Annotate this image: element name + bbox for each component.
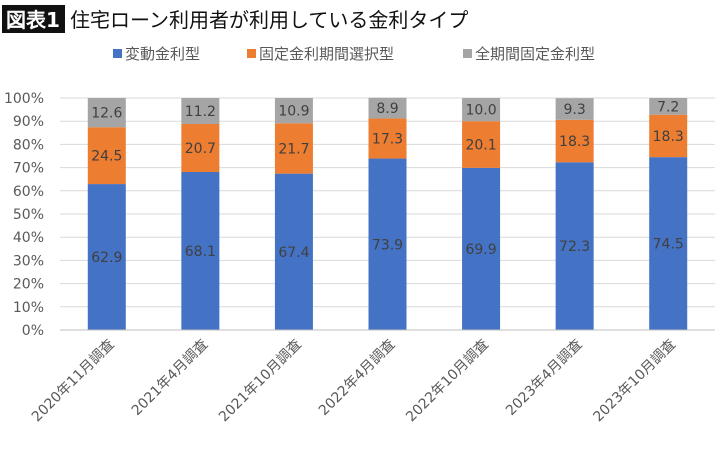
data-label: 11.2 bbox=[185, 104, 216, 120]
y-tick-label: 40% bbox=[13, 230, 44, 246]
y-tick-label: 100% bbox=[4, 91, 44, 107]
legend-swatch bbox=[463, 49, 472, 58]
data-label: 20.7 bbox=[185, 141, 216, 157]
y-tick-label: 70% bbox=[13, 161, 44, 177]
bar-segment bbox=[555, 98, 594, 120]
bar-segment bbox=[555, 162, 594, 330]
data-label: 20.1 bbox=[465, 138, 496, 154]
y-tick-label: 10% bbox=[13, 300, 44, 316]
y-tick-label: 20% bbox=[13, 277, 44, 293]
legend-swatch bbox=[247, 49, 256, 58]
bar-segment bbox=[274, 173, 313, 330]
data-label: 9.3 bbox=[564, 102, 586, 118]
bar-segment bbox=[462, 167, 501, 330]
bar-segment bbox=[181, 123, 220, 173]
bar-segment bbox=[181, 98, 220, 124]
legend-swatch bbox=[113, 49, 122, 58]
bar-segment bbox=[649, 114, 688, 158]
title-badge-bg bbox=[2, 5, 65, 33]
bar-segment bbox=[368, 97, 407, 119]
bar-segment bbox=[87, 184, 126, 330]
data-label: 17.3 bbox=[372, 131, 403, 147]
x-tick-label: 2021年10月調査 bbox=[216, 337, 305, 426]
data-label: 12.6 bbox=[91, 106, 122, 122]
data-label: 10.0 bbox=[465, 103, 496, 119]
y-tick-label: 30% bbox=[13, 253, 44, 269]
data-label: 72.3 bbox=[559, 239, 590, 255]
x-tick-label: 2020年11月調査 bbox=[29, 337, 118, 426]
bar-segment bbox=[274, 123, 313, 174]
data-label: 10.9 bbox=[278, 104, 309, 120]
x-tick-label: 2021年4月調査 bbox=[129, 337, 211, 419]
y-tick-label: 60% bbox=[13, 184, 44, 200]
data-label: 21.7 bbox=[278, 141, 309, 157]
x-tick-label: 2022年10月調査 bbox=[403, 337, 492, 426]
bar-segment bbox=[181, 172, 220, 330]
bar-segment bbox=[462, 121, 501, 168]
x-tick-label: 2022年4月調査 bbox=[316, 337, 398, 419]
data-label: 74.5 bbox=[653, 237, 684, 253]
bar-segment bbox=[555, 119, 594, 163]
data-label: 7.2 bbox=[657, 99, 679, 115]
data-label: 67.4 bbox=[278, 245, 309, 261]
data-label: 18.3 bbox=[559, 134, 590, 150]
bars: 62.9 24.5 12.6 68.1 20.7 11.2 67.4 21.7 10.9 73.9… bbox=[60, 97, 715, 331]
data-label: 62.9 bbox=[91, 250, 122, 266]
data-label: 69.9 bbox=[465, 242, 496, 258]
chart-title: 住宅ローン利用者が利用している金利タイプ bbox=[70, 8, 468, 32]
y-tick-label: 50% bbox=[13, 207, 44, 223]
bar-segment bbox=[368, 158, 407, 330]
y-tick-label: 0% bbox=[22, 323, 44, 339]
x-axis-labels: 2020年11月調査 2021年4月調査 2021年10月調査 2022年4月調査 20… bbox=[29, 337, 679, 426]
y-tick-label: 80% bbox=[13, 137, 44, 153]
bar-segment bbox=[649, 98, 688, 115]
legend-label: 変動金利型 bbox=[125, 45, 200, 63]
data-label: 18.3 bbox=[653, 129, 684, 145]
data-label: 73.9 bbox=[372, 237, 403, 253]
legend-label: 全期間固定金利型 bbox=[475, 45, 595, 63]
data-label: 24.5 bbox=[91, 149, 122, 165]
legend-label: 固定金利期間選択型 bbox=[259, 45, 394, 63]
x-tick-label: 2023年10月調査 bbox=[590, 337, 679, 426]
x-tick-label: 2023年4月調査 bbox=[503, 337, 585, 419]
data-label: 8.9 bbox=[376, 101, 398, 117]
bar-segment bbox=[87, 127, 126, 185]
bar-segment bbox=[368, 118, 407, 159]
bar-segment bbox=[274, 98, 313, 124]
bar-segment bbox=[649, 157, 688, 330]
bar-segment bbox=[462, 98, 501, 122]
y-tick-label: 90% bbox=[13, 114, 44, 130]
bar-segment bbox=[87, 98, 126, 128]
legend: 変動金利型 固定金利期間選択型 全期間固定金利型 bbox=[113, 45, 595, 63]
title-badge: 図表1 bbox=[6, 8, 60, 32]
data-label: 68.1 bbox=[185, 244, 216, 260]
